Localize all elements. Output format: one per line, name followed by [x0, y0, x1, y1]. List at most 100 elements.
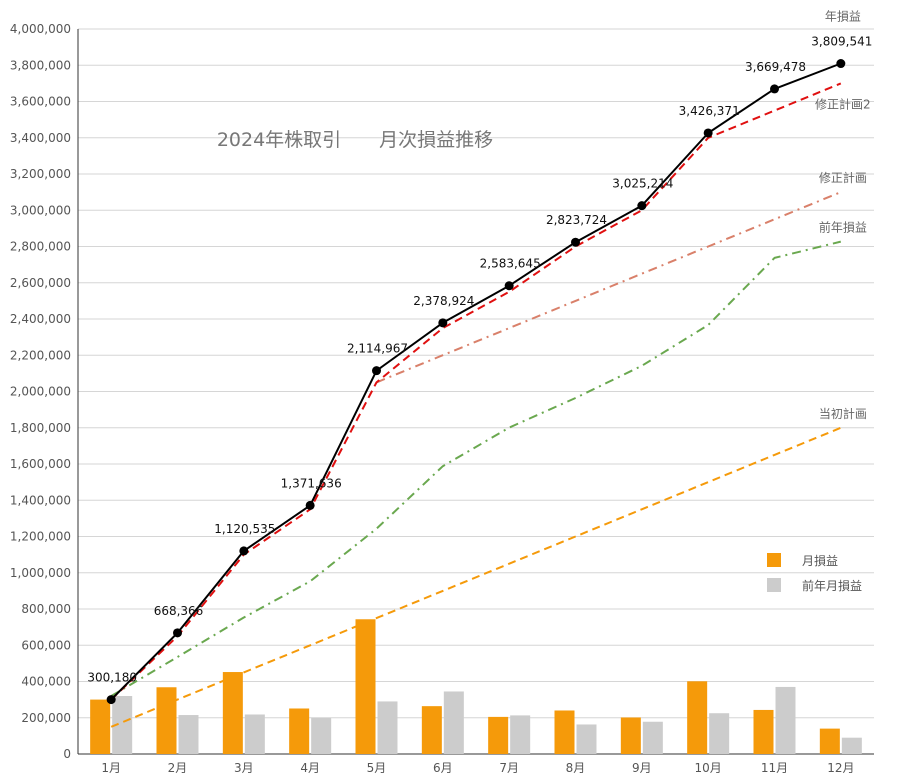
bar-layer: [90, 619, 862, 754]
data-point: [305, 500, 315, 510]
y-tick-label: 4,000,000: [10, 22, 71, 36]
data-point: [770, 84, 779, 94]
bar-monthly: [753, 709, 774, 754]
series-line: [110, 62, 842, 701]
data-label: 1,371,636: [281, 476, 342, 490]
y-tick-label: 400,000: [21, 675, 71, 689]
data-point: [173, 628, 182, 638]
series-line: [376, 191, 842, 384]
series-line: [110, 82, 842, 701]
data-label: 1,120,535: [214, 522, 275, 536]
bar-monthly: [421, 706, 442, 754]
y-tick-label: 2,800,000: [10, 240, 71, 254]
data-label: 2,823,724: [546, 213, 607, 227]
y-tick-label: 800,000: [21, 602, 71, 616]
data-label: 3,426,371: [679, 104, 740, 118]
bar-prev-year-monthly: [841, 737, 862, 754]
series-line: [110, 426, 842, 728]
data-point: [504, 281, 514, 291]
chart-title: 2024年株取引 月次損益推移: [217, 129, 493, 151]
bar-prev-year-monthly: [709, 713, 730, 754]
data-point: [836, 59, 846, 69]
x-tick-label: 5月: [367, 761, 387, 775]
data-point: [637, 201, 647, 211]
x-tick-label: 7月: [499, 761, 519, 775]
y-tick-label: 2,200,000: [10, 348, 71, 362]
x-tick-label: 6月: [433, 761, 453, 775]
y-tick-label: 1,800,000: [10, 421, 71, 435]
series-name-label: 修正計画2: [815, 96, 871, 111]
marker-layer: [106, 59, 846, 705]
legend-label: 前年月損益: [802, 578, 862, 593]
bar-prev-year-monthly: [576, 724, 597, 754]
x-tick-label: 10月: [695, 761, 722, 775]
x-tick-label: 3月: [234, 761, 254, 775]
x-tick-label: 12月: [827, 761, 854, 775]
data-label-layer: 300,180 668,366 1,120,535 1,371,636 2,114,96…: [87, 35, 872, 685]
y-tick-label: 3,600,000: [10, 95, 71, 109]
series-name-label: 前年損益: [819, 220, 867, 235]
bar-monthly: [620, 717, 641, 754]
bar-monthly: [488, 716, 509, 754]
y-tick-label: 1,200,000: [10, 530, 71, 544]
y-tick-label: 2,600,000: [10, 276, 71, 290]
series-name-label: 修正計画: [819, 170, 867, 185]
bar-monthly: [819, 728, 840, 754]
legend-swatch: [767, 578, 781, 592]
y-tick-label: 2,400,000: [10, 312, 71, 326]
data-label: 3,809,541: [811, 35, 872, 49]
data-label: 2,114,967: [347, 342, 408, 356]
y-tick-label: 3,000,000: [10, 203, 71, 217]
bar-prev-year-monthly: [244, 714, 265, 754]
bar-monthly: [222, 672, 243, 754]
line-layer: [110, 62, 842, 728]
bar-prev-year-monthly: [443, 691, 464, 754]
series-name-label: 年損益: [825, 9, 861, 24]
grid-layer: [77, 28, 874, 755]
x-tick-label: 11月: [761, 761, 788, 775]
y-tick-label: 3,400,000: [10, 131, 71, 145]
y-tick-label: 1,000,000: [10, 566, 71, 580]
data-point: [571, 237, 580, 247]
data-point: [438, 318, 448, 328]
bar-monthly: [156, 687, 177, 754]
bar-monthly: [289, 708, 310, 754]
legend-label: 月損益: [802, 553, 838, 568]
y-tick-label: 3,800,000: [10, 58, 71, 72]
y-tick-label: 1,600,000: [10, 457, 71, 471]
data-point: [106, 695, 116, 705]
y-tick-label: 0: [63, 747, 71, 761]
data-label: 300,180: [87, 671, 137, 685]
x-tick-label: 2月: [168, 761, 188, 775]
y-tick-label: 3,200,000: [10, 167, 71, 181]
data-label: 2,378,924: [413, 294, 474, 308]
data-label: 2,583,645: [480, 257, 541, 271]
y-axis-ticks: 0 200,000 400,000 600,000 800,000 1,000,000 1,…: [10, 22, 71, 761]
bar-prev-year-monthly: [178, 715, 199, 754]
bar-prev-year-monthly: [377, 701, 398, 754]
data-label: 3,669,478: [745, 60, 806, 74]
bar-prev-year-monthly: [775, 686, 796, 754]
x-tick-label: 8月: [566, 761, 586, 775]
x-axis-ticks: 1月 2月 3月 4月 5月 6月 7月 8月 9月 10月 11月 12月: [101, 761, 854, 775]
data-label: 668,366: [154, 604, 204, 618]
x-tick-label: 1月: [101, 761, 121, 775]
x-tick-label: 9月: [632, 761, 652, 775]
data-point: [703, 128, 713, 138]
bar-monthly: [90, 699, 111, 754]
data-point: [372, 366, 381, 376]
data-label: 3,025,214: [612, 177, 673, 191]
bar-prev-year-monthly: [510, 715, 531, 754]
bar-monthly: [355, 619, 376, 754]
bar-monthly: [554, 710, 575, 754]
data-point: [239, 546, 249, 556]
y-tick-label: 1,400,000: [10, 493, 71, 507]
x-tick-label: 4月: [300, 761, 320, 775]
bar-monthly: [687, 681, 708, 754]
series-name-label: 当初計画: [819, 406, 867, 421]
y-tick-label: 2,000,000: [10, 385, 71, 399]
y-tick-label: 600,000: [21, 638, 71, 652]
